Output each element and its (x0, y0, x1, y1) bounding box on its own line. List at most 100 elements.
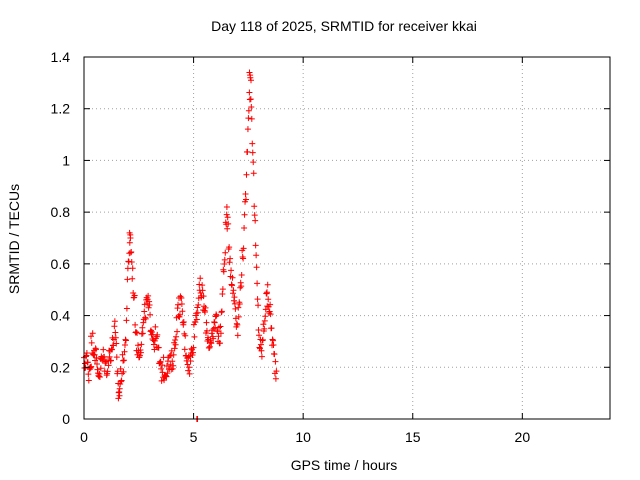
data-point (230, 287, 237, 294)
data-point (272, 358, 279, 365)
data-point (247, 72, 254, 79)
y-tick-label: 1.2 (51, 101, 71, 117)
data-point (135, 342, 142, 349)
y-tick-label: 1 (62, 152, 70, 168)
x-tick-label: 0 (80, 429, 88, 445)
data-point (246, 89, 253, 96)
data-point (164, 370, 171, 377)
data-point (124, 276, 131, 283)
data-point (132, 321, 139, 328)
data-point (120, 368, 127, 375)
x-tick-label: 10 (295, 429, 311, 445)
data-point (197, 275, 204, 282)
data-point (219, 286, 226, 293)
data-point (256, 332, 263, 339)
data-point (171, 345, 178, 352)
data-point (137, 349, 144, 356)
data-point (172, 341, 179, 348)
data-point (227, 255, 234, 262)
data-point (217, 330, 224, 337)
data-point (178, 294, 185, 301)
data-point (142, 315, 149, 322)
data-point (234, 332, 241, 339)
data-point (218, 308, 225, 315)
data-point (101, 353, 108, 360)
data-point (265, 296, 272, 303)
data-point (127, 235, 134, 241)
data-point (176, 311, 183, 318)
data-point (261, 325, 268, 332)
data-point (89, 330, 96, 337)
data-point (229, 282, 236, 289)
data-point (146, 302, 153, 308)
data-point (145, 292, 152, 299)
data-point (216, 340, 223, 347)
data-point (145, 304, 152, 311)
data-point (196, 281, 203, 288)
data-point (206, 343, 213, 350)
data-point (117, 365, 124, 372)
data-point (100, 346, 107, 353)
data-point (121, 341, 128, 348)
data-point (191, 333, 198, 340)
data-point (136, 352, 143, 359)
data-point (85, 377, 92, 384)
data-point (251, 212, 258, 219)
data-point (242, 190, 249, 197)
data-point (249, 140, 256, 147)
x-tick-label: 5 (190, 429, 198, 445)
data-point (131, 292, 138, 299)
data-point (151, 337, 158, 344)
data-point (234, 321, 241, 328)
data-point (252, 242, 259, 249)
data-point (129, 265, 136, 272)
data-point (240, 255, 247, 262)
data-point (185, 367, 192, 374)
data-point (200, 293, 207, 300)
data-point (94, 361, 101, 368)
data-point (155, 344, 162, 351)
data-point (214, 328, 221, 335)
data-point (105, 362, 112, 369)
data-point (264, 281, 271, 288)
data-point (83, 350, 90, 357)
data-point (108, 346, 115, 353)
data-point (166, 352, 173, 359)
x-tick-label: 20 (515, 429, 531, 445)
data-point (170, 362, 177, 369)
data-point (106, 353, 113, 360)
data-point (217, 323, 224, 330)
data-point (199, 282, 206, 289)
data-point (258, 347, 265, 354)
data-point (133, 329, 140, 336)
y-tick-label: 0.2 (51, 359, 71, 375)
data-point (187, 358, 194, 365)
y-tick-label: 0 (62, 411, 70, 427)
data-point (211, 319, 218, 326)
data-point (167, 361, 174, 368)
data-point (169, 358, 176, 365)
data-point (203, 327, 210, 334)
data-point (259, 336, 266, 343)
data-point (186, 370, 193, 377)
data-point (254, 296, 261, 303)
data-point (244, 126, 251, 133)
data-point (264, 289, 271, 296)
data-point (138, 341, 145, 348)
data-point (178, 300, 185, 307)
data-point (118, 377, 125, 384)
data-point (147, 311, 154, 318)
data-point (97, 365, 104, 372)
data-point (248, 115, 255, 122)
data-point (179, 308, 186, 315)
data-point (247, 96, 254, 103)
data-point (173, 333, 180, 340)
data-point (213, 312, 220, 319)
data-point (181, 346, 188, 353)
grid-lines (84, 57, 610, 419)
data-point (195, 301, 202, 308)
data-point (232, 315, 239, 322)
y-tick-label: 0.6 (51, 256, 71, 272)
data-point (148, 328, 155, 335)
data-point (260, 321, 267, 328)
